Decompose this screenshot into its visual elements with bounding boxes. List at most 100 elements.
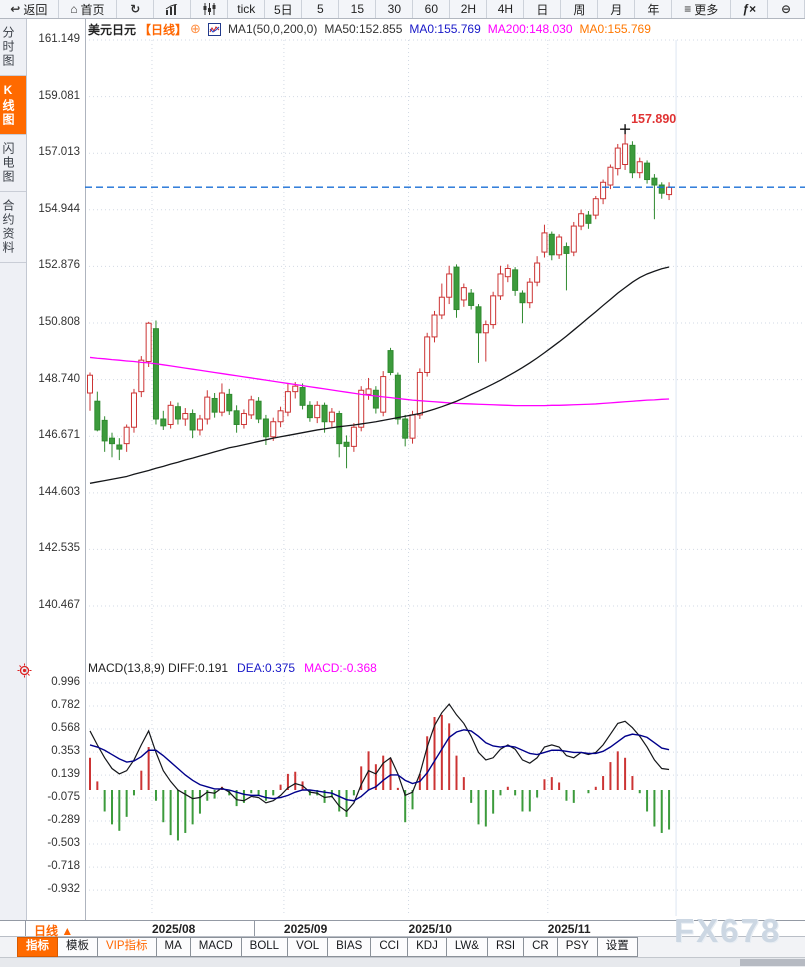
toolbar-timeframe-week-button[interactable]: 周 — [561, 0, 599, 18]
chart-header: 美元日元 【日线】 ⊕ MA1(50,0,200,0) MA50:152.855 … — [88, 21, 651, 37]
price-tick-label: 161.149 — [38, 33, 80, 45]
toolbar-refresh-button[interactable]: ↻ — [117, 0, 155, 18]
toolbar-timeframe-30-button[interactable]: 30 — [376, 0, 414, 18]
macd-tick-label: -0.075 — [47, 791, 80, 804]
macd-header: MACD(13,8,9) DIFF:0.191 DEA:0.375 MACD:-… — [88, 661, 377, 675]
bottom-tab-psy[interactable]: PSY — [557, 937, 598, 957]
toolbar-chart-type-candle-button[interactable] — [191, 0, 229, 18]
period-selector-box[interactable]: 日线 ▲ — [25, 921, 255, 938]
bottom-tab-cr[interactable]: CR — [524, 937, 558, 957]
macd-tick-label: 0.568 — [51, 721, 80, 734]
date-label: 2025/11 — [547, 922, 591, 936]
toolbar-timeframe-year-button[interactable]: 年 — [635, 0, 673, 18]
sidebar-tab-lightning-chart[interactable]: 闪电图 — [0, 135, 26, 192]
toolbar-home-label: 首页 — [80, 2, 105, 17]
marked-high-price-label: 157.890 — [631, 112, 676, 126]
period-selector-label[interactable]: 日线 ▲ — [34, 924, 74, 938]
bar-chart-icon — [165, 3, 179, 15]
toolbar-back-button[interactable]: ↩ 返回 — [0, 0, 59, 18]
bottom-tab-vip-indicator[interactable]: VIP指标 — [98, 937, 157, 957]
macd-value: MACD:-0.368 — [304, 661, 377, 675]
zoom-out-icon: ⊖ — [781, 2, 792, 16]
symbol-name: 美元日元 — [88, 22, 137, 37]
date-label: 2025/09 — [283, 922, 328, 936]
sidebar-tab-time-share-chart[interactable]: 分时图 — [0, 19, 26, 76]
toolbar-timeframe-5d-button[interactable]: 5日 — [265, 0, 303, 18]
bottom-tab-cci[interactable]: CCI — [371, 937, 409, 957]
price-tick-label: 154.944 — [38, 202, 80, 215]
price-tick-label: 146.671 — [38, 429, 80, 442]
price-tick-label: 140.467 — [38, 599, 80, 611]
price-tick-label: 152.876 — [38, 259, 80, 272]
toolbar-timeframe-month-label: 月 — [610, 2, 623, 17]
price-tick-label: 148.740 — [38, 372, 80, 385]
sidebar-tab-contract-info[interactable]: 合约资料 — [0, 192, 26, 263]
macd-tick-label: 0.353 — [51, 745, 80, 758]
toolbar-timeframe-60-label: 60 — [424, 2, 439, 16]
bottom-tab-ma[interactable]: MA — [156, 937, 191, 957]
toolbar-timeframe-tick-button[interactable]: tick — [228, 0, 266, 18]
date-label: 2025/10 — [408, 922, 452, 936]
toolbar-back-label: 返回 — [23, 2, 48, 17]
period-badge: 【日线】 — [139, 22, 188, 37]
ma-settings-label: MA1(50,0,200,0) — [227, 22, 318, 36]
add-compare-icon[interactable]: ⊕ — [190, 21, 201, 36]
toolbar-timeframe-week-label: 周 — [573, 2, 586, 17]
bottom-tab-settings[interactable]: 设置 — [597, 937, 638, 957]
toolbar-timeframe-month-button[interactable]: 月 — [598, 0, 636, 18]
toolbar-fx-button[interactable]: ƒ× — [731, 0, 769, 18]
bottom-tab-bias[interactable]: BIAS — [328, 937, 372, 957]
toolbar-timeframe-day-button[interactable]: 日 — [524, 0, 562, 18]
bottom-tab-boll[interactable]: BOLL — [241, 937, 289, 957]
back-arrow-icon: ↩ — [10, 2, 21, 16]
price-tick-label: 159.081 — [38, 89, 80, 102]
macd-tick-label: -0.932 — [47, 883, 80, 896]
toolbar-timeframe-day-label: 日 — [536, 2, 549, 17]
indicator-sun-icon[interactable] — [17, 663, 32, 683]
candle-sliders-icon — [203, 3, 216, 15]
toolbar-timeframe-4h-button[interactable]: 4H — [487, 0, 525, 18]
toolbar-timeframe-2h-label: 2H — [460, 2, 477, 16]
bottom-tab-vol[interactable]: VOL — [288, 937, 329, 957]
macd-tick-label: -0.503 — [47, 837, 80, 850]
toolbar-timeframe-5-label: 5 — [316, 2, 324, 16]
ma0-blue-value: MA0:155.769 — [409, 22, 481, 36]
toolbar-chart-type-bar-button[interactable] — [154, 0, 192, 18]
bottom-tab-template[interactable]: 模板 — [58, 937, 98, 957]
toolbar-more-label: 更多 — [694, 2, 719, 17]
date-label: 2025/08 — [151, 922, 196, 936]
toolbar-timeframe-year-label: 年 — [647, 2, 660, 17]
left-sidebar: 分时图 K线图 闪电图 合约资料 — [0, 19, 27, 920]
bottom-tab-bar: 指标 模板 VIP指标 MA MACD BOLL VOL BIAS CCI KDJ LW& RSI CR… — [0, 937, 805, 957]
macd-tick-label: 0.782 — [51, 699, 80, 711]
toolbar-timeframe-60-button[interactable]: 60 — [413, 0, 451, 18]
toolbar-timeframe-tick-label: tick — [237, 2, 256, 16]
macd-tick-label: 0.139 — [51, 768, 80, 781]
bottom-tab-lw[interactable]: LW& — [446, 937, 488, 957]
toolbar-more-button[interactable]: ≡ 更多 — [672, 0, 732, 18]
bottom-tab-indicator[interactable]: 指标 — [17, 937, 58, 957]
macd-tick-label: 0.996 — [51, 676, 80, 689]
price-tick-label: 142.535 — [38, 542, 80, 555]
toolbar-home-button[interactable]: ⌂ 首页 — [59, 0, 118, 18]
toolbar-timeframe-5-button[interactable]: 5 — [302, 0, 340, 18]
toolbar-timeframe-2h-button[interactable]: 2H — [450, 0, 488, 18]
scrollbar-thumb[interactable] — [740, 959, 805, 966]
fx-icon: ƒ× — [742, 2, 756, 16]
bottom-tab-kdj[interactable]: KDJ — [408, 937, 447, 957]
horizontal-scrollbar[interactable] — [0, 957, 805, 967]
macd-dea-value: DEA:0.375 — [237, 661, 296, 675]
toolbar-timeframe-15-button[interactable]: 15 — [339, 0, 377, 18]
price-tick-label: 150.808 — [38, 316, 80, 328]
mini-chart-icon[interactable] — [207, 22, 221, 36]
bottom-tab-rsi[interactable]: RSI — [487, 937, 525, 957]
price-tick-label: 157.013 — [38, 146, 80, 159]
ma0-orange-value: MA0:155.769 — [579, 22, 651, 36]
refresh-icon: ↻ — [130, 2, 141, 16]
toolbar-timeframe-5d-label: 5日 — [273, 2, 293, 17]
bottom-tab-macd[interactable]: MACD — [190, 937, 242, 957]
sidebar-tab-kline-chart[interactable]: K线图 — [0, 76, 26, 135]
top-toolbar: ↩ 返回 ⌂ 首页 ↻ tick 5日 5 15 30 60 2H 4H 日周月年 ≡ 更多 ƒ× ⊖ — [0, 0, 805, 19]
